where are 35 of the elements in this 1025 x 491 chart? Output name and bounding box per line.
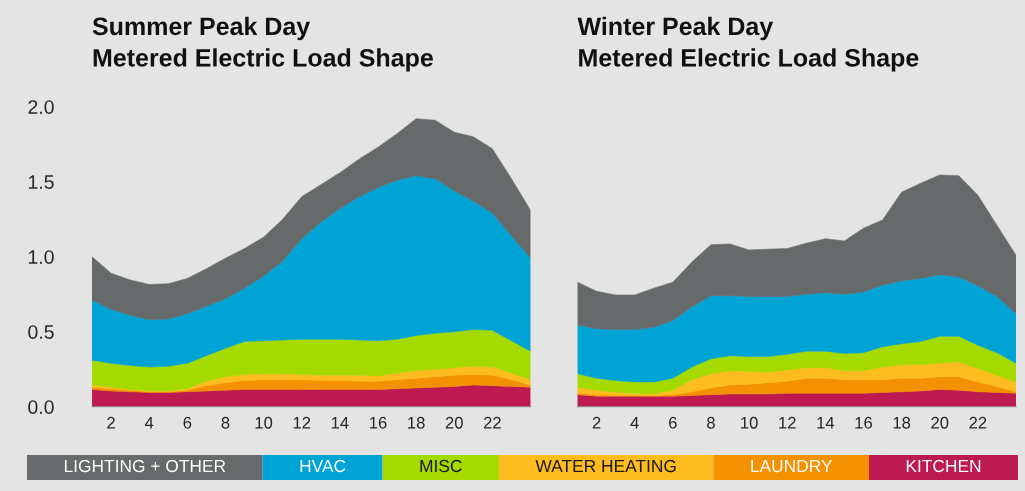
x-tick-label: 16 bbox=[855, 416, 873, 429]
x-tick-label: 22 bbox=[483, 416, 501, 429]
x-tick-label: 8 bbox=[707, 416, 715, 429]
text: MISC bbox=[420, 459, 462, 473]
x-tick-label: 2 bbox=[592, 416, 601, 429]
x-tick-label: 14 bbox=[331, 417, 349, 429]
x-tick-label: 8 bbox=[221, 416, 230, 429]
x-tick-label: 12 bbox=[293, 416, 311, 429]
x-tick-label: 10 bbox=[255, 416, 273, 429]
x-tick-label: 4 bbox=[630, 417, 639, 429]
x-tick-label: 4 bbox=[144, 417, 154, 429]
x-tick-label: 12 bbox=[779, 416, 796, 429]
y-tick-label: 0.0 bbox=[28, 400, 54, 414]
text: HVAC bbox=[300, 459, 346, 473]
y-tick-label: 2.0 bbox=[28, 100, 54, 114]
text: WATER HEATING bbox=[535, 459, 676, 473]
x-tick-label: 18 bbox=[893, 416, 911, 429]
text: LIGHTING + OTHER bbox=[64, 459, 226, 473]
y-tick-label: 1.0 bbox=[28, 250, 54, 264]
x-tick-label: 16 bbox=[369, 416, 387, 429]
x-tick-label: 6 bbox=[669, 416, 677, 429]
x-tick-label: 6 bbox=[183, 416, 192, 429]
x-tick-label: 18 bbox=[408, 416, 425, 429]
x-tick-label: 20 bbox=[931, 416, 949, 429]
chart-title: Winter Peak Day Metered Electric Load Shape bbox=[577, 16, 919, 72]
x-tick-label: 22 bbox=[969, 416, 987, 429]
x-tick-label: 10 bbox=[741, 416, 758, 429]
x-tick-label: 20 bbox=[445, 416, 463, 429]
text: KITCHEN bbox=[906, 459, 981, 473]
x-tick-label: 14 bbox=[817, 417, 835, 429]
x-tick-label: 2 bbox=[107, 416, 115, 429]
y-tick-label: 1.5 bbox=[28, 175, 54, 189]
chart-title: Summer Peak Day Metered Electric Load Shape bbox=[92, 16, 433, 72]
y-tick-label: 0.5 bbox=[28, 325, 54, 339]
text: LAUNDRY bbox=[751, 460, 833, 473]
